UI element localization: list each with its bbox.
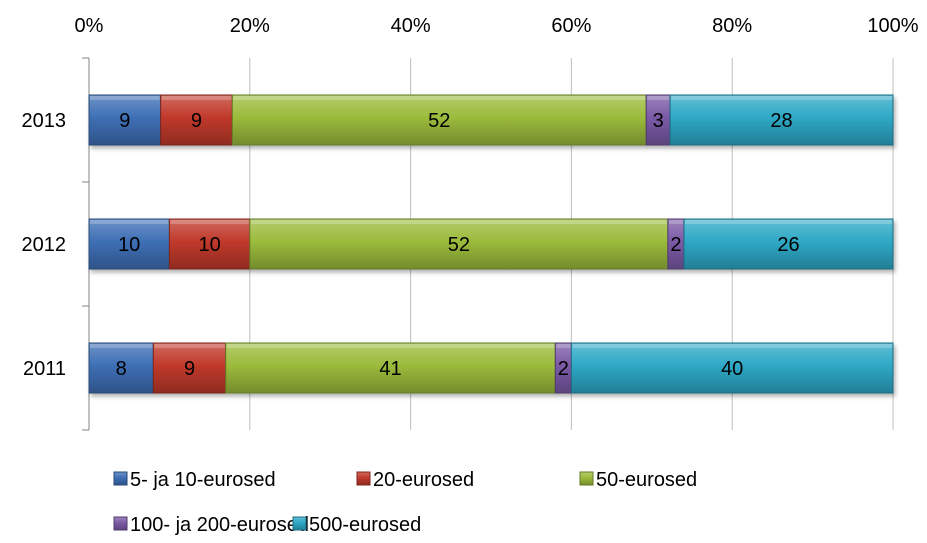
data-label: 2 xyxy=(670,234,681,256)
category-label: 2012 xyxy=(22,234,67,256)
x-axis-tick-labels: 0% 20% 40% 60% 80% 100% xyxy=(75,15,919,37)
bar-segment-bevel xyxy=(161,96,232,100)
data-label: 9 xyxy=(184,358,195,380)
bar-segment: 10 xyxy=(88,218,170,270)
legend-label: 5- ja 10-eurosed xyxy=(130,469,276,491)
data-label: 3 xyxy=(653,110,664,132)
x-tick-label: 80% xyxy=(712,15,752,37)
bar-segment: 3 xyxy=(645,94,671,146)
bar-segment-bevel xyxy=(90,220,169,224)
data-label: 10 xyxy=(198,234,220,256)
category-label: 2013 xyxy=(22,110,67,132)
bar-segment-bevel xyxy=(233,96,646,100)
legend-swatch xyxy=(113,516,128,531)
bar-segment: 52 xyxy=(249,218,669,270)
bar-segment: 8 xyxy=(88,342,154,394)
bar-segment: 2 xyxy=(554,342,572,394)
bar-segment-rect xyxy=(231,94,647,146)
legend: 5- ja 10-eurosed 20-eurosed 50-eurosed 100-… xyxy=(113,469,697,536)
bars: 9 9 52 3 28 10 10 52 2 26 8 9 41 2 40 xyxy=(88,94,894,394)
category-labels: 2013 2012 2011 xyxy=(22,110,67,380)
bar-segment-bevel xyxy=(250,220,667,224)
bar-segment-bevel xyxy=(90,96,160,100)
legend-label: 50-eurosed xyxy=(596,469,697,491)
bar-segment-bevel xyxy=(170,220,249,224)
bar-segment: 26 xyxy=(683,218,894,270)
bar-segment-rect xyxy=(570,342,894,394)
bar-segment: 10 xyxy=(168,218,251,270)
x-tick-label: 40% xyxy=(391,15,431,37)
data-label: 9 xyxy=(191,110,202,132)
category-label: 2011 xyxy=(23,358,66,380)
bar-segment-bevel xyxy=(647,96,670,100)
legend-item: 5- ja 10-eurosed xyxy=(113,469,276,491)
bar-segment-rect xyxy=(225,342,556,394)
bar-segment: 9 xyxy=(88,94,162,146)
legend-label: 20-eurosed xyxy=(373,469,474,491)
bar-segment-rect xyxy=(152,342,227,394)
bar-segment-bevel xyxy=(90,344,153,348)
bar-row: 10 10 52 2 26 xyxy=(88,218,894,270)
legend-item: 100- ja 200-eurosed xyxy=(113,514,309,536)
bar-row: 9 9 52 3 28 xyxy=(88,94,894,146)
bar-segment-bevel xyxy=(572,344,892,348)
bar-segment-bevel xyxy=(226,344,555,348)
data-label: 26 xyxy=(777,234,799,256)
bar-segment-bevel xyxy=(668,220,683,224)
bar-segment-bevel xyxy=(684,220,892,224)
data-label: 52 xyxy=(428,110,450,132)
bar-segment-bevel xyxy=(671,96,892,100)
x-tick-label: 0% xyxy=(75,15,104,37)
legend-label: 100- ja 200-eurosed xyxy=(130,514,309,536)
legend-label: 500-eurosed xyxy=(309,514,421,536)
legend-swatch xyxy=(579,471,594,486)
bar-row: 8 9 41 2 40 xyxy=(88,342,894,394)
data-label: 52 xyxy=(448,234,470,256)
y-axis xyxy=(82,57,90,431)
legend-swatch xyxy=(292,516,307,531)
data-label: 28 xyxy=(770,110,792,132)
bar-segment-rect xyxy=(249,218,669,270)
bar-segment: 2 xyxy=(667,218,685,270)
legend-item: 500-eurosed xyxy=(292,514,421,536)
data-label: 8 xyxy=(116,358,127,380)
legend-swatch xyxy=(113,471,128,486)
data-label: 2 xyxy=(558,358,569,380)
bar-segment: 41 xyxy=(225,342,556,394)
x-tick-label: 20% xyxy=(230,15,270,37)
bar-segment: 28 xyxy=(669,94,894,146)
bar-segment: 40 xyxy=(570,342,894,394)
data-label: 41 xyxy=(379,358,401,380)
data-label: 10 xyxy=(118,234,140,256)
legend-item: 50-eurosed xyxy=(579,469,697,491)
bar-segment: 52 xyxy=(231,94,647,146)
bar-segment-rect xyxy=(669,94,894,146)
bar-segment: 9 xyxy=(152,342,227,394)
bar-segment: 9 xyxy=(160,94,233,146)
x-tick-label: 60% xyxy=(551,15,591,37)
legend-item: 20-eurosed xyxy=(356,469,474,491)
bar-segment-bevel xyxy=(154,344,225,348)
bar-segment-rect xyxy=(88,342,154,394)
bar-segment-rect xyxy=(168,218,251,270)
bar-segment-rect xyxy=(160,94,233,146)
bar-segment-rect xyxy=(88,94,162,146)
data-label: 9 xyxy=(119,110,130,132)
x-tick-label: 100% xyxy=(867,15,918,37)
bar-segment-bevel xyxy=(556,344,571,348)
data-label: 40 xyxy=(721,358,743,380)
legend-swatch xyxy=(356,471,371,486)
bar-segment-rect xyxy=(683,218,894,270)
